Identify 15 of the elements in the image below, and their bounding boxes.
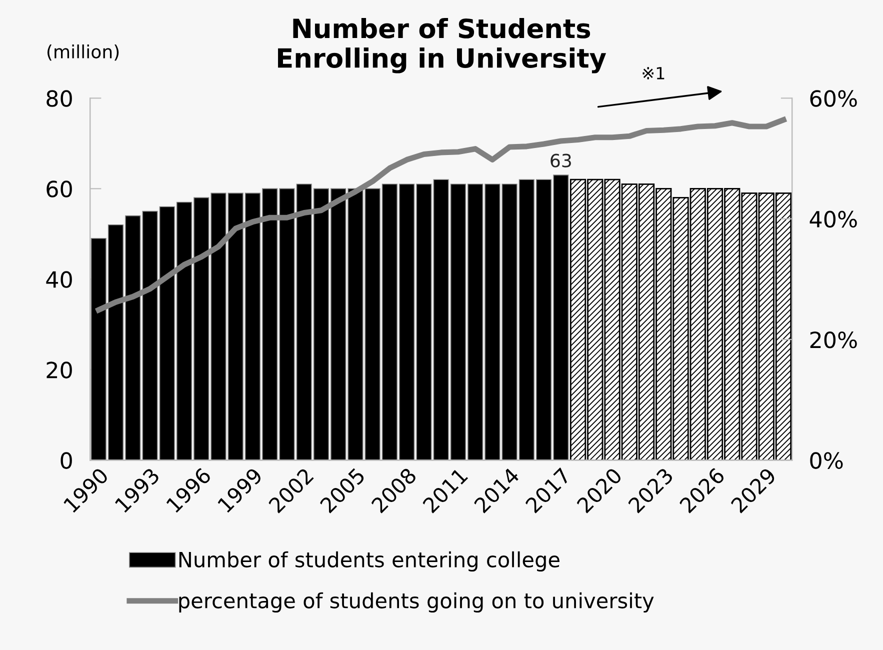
y-tick-label: 40 (46, 271, 72, 288)
y-tick-label: 60 (46, 180, 72, 198)
data-label: 63 (550, 154, 571, 168)
y-tick-label: 20 (46, 362, 72, 378)
y2-tick-label: 20% (810, 331, 857, 348)
legend-label: Number of students entering college (179, 551, 560, 572)
y2-tick-label: 60% (810, 90, 857, 107)
y-tick-label: 0 (60, 452, 72, 469)
y2-tick-label: 0% (810, 452, 843, 469)
y-axis-title: (million) (47, 44, 119, 61)
text: ※1 (642, 67, 664, 80)
y2-tick-label: 40% (810, 210, 857, 228)
y-tick-label: 80 (46, 90, 72, 107)
legend-label: percentage of students going on to university (179, 592, 654, 613)
chart-title: Number of Students Enrolling in University (278, 18, 606, 74)
